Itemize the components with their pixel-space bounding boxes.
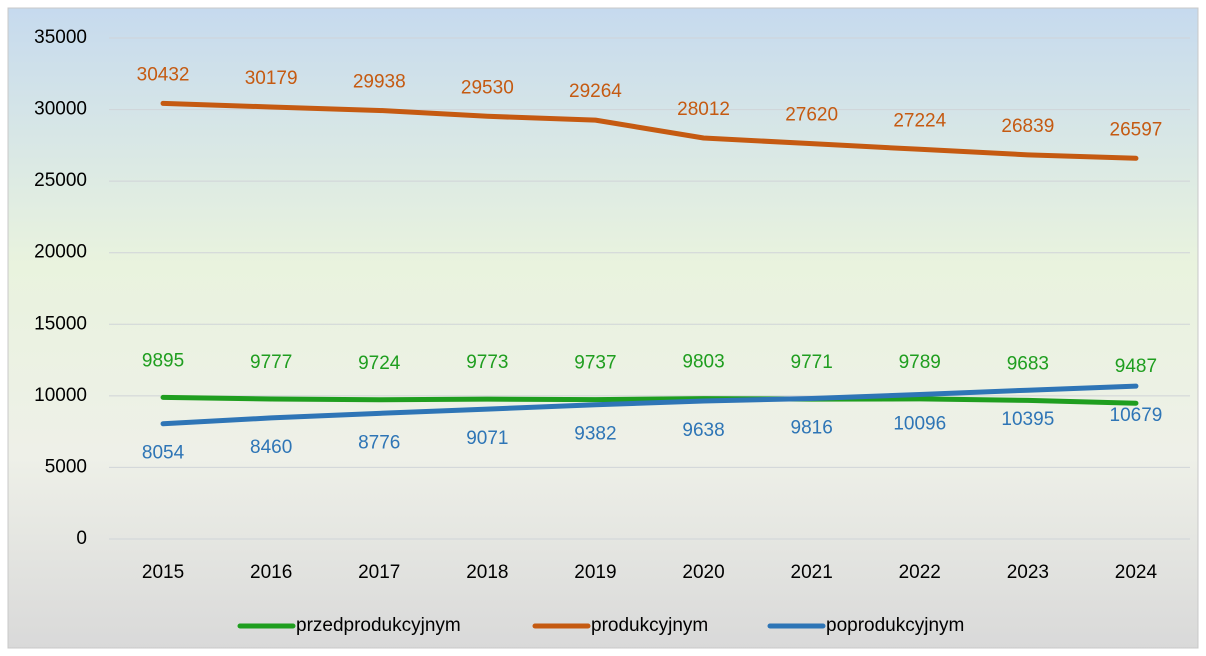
- y-tick-label: 35000: [34, 27, 87, 48]
- data-label: 29938: [353, 71, 406, 92]
- data-label: 9777: [250, 352, 292, 373]
- legend-label: poprodukcyjnym: [826, 615, 964, 636]
- x-tick-label: 2023: [1007, 562, 1049, 583]
- data-label: 27620: [785, 105, 838, 126]
- legend-label: przedprodukcyjnym: [296, 615, 461, 636]
- data-label: 9683: [1007, 353, 1049, 374]
- legend-label: produkcyjnym: [591, 615, 708, 636]
- data-label: 9789: [899, 352, 941, 373]
- data-label: 9638: [682, 420, 724, 441]
- y-tick-label: 0: [76, 528, 87, 549]
- data-label: 9724: [358, 353, 401, 374]
- data-label: 27224: [893, 110, 946, 131]
- data-label: 26597: [1110, 119, 1163, 140]
- y-tick-label: 5000: [45, 456, 87, 477]
- x-tick-label: 2022: [899, 562, 941, 583]
- data-label: 9382: [574, 424, 616, 445]
- data-label: 9771: [791, 352, 833, 373]
- data-label: 10096: [893, 413, 946, 434]
- data-label: 8054: [142, 443, 185, 464]
- data-label: 28012: [677, 99, 730, 120]
- x-tick-label: 2016: [250, 562, 292, 583]
- data-label: 26839: [1001, 116, 1054, 137]
- x-tick-label: 2019: [574, 562, 616, 583]
- x-tick-label: 2020: [682, 562, 724, 583]
- data-label: 9803: [682, 352, 724, 373]
- data-label: 30432: [137, 64, 190, 85]
- data-label: 29264: [569, 81, 622, 102]
- x-tick-label: 2024: [1115, 562, 1158, 583]
- x-tick-label: 2017: [358, 562, 400, 583]
- data-label: 8460: [250, 437, 292, 458]
- data-label: 9816: [791, 418, 833, 439]
- data-label: 9895: [142, 350, 184, 371]
- x-tick-label: 2018: [466, 562, 508, 583]
- y-tick-label: 25000: [34, 170, 87, 191]
- data-label: 30179: [245, 68, 298, 89]
- y-tick-label: 20000: [34, 242, 87, 263]
- data-label: 9487: [1115, 356, 1157, 377]
- data-label: 9071: [466, 428, 508, 449]
- y-tick-label: 15000: [34, 313, 87, 334]
- x-tick-label: 2021: [791, 562, 833, 583]
- chart-background: [7, 7, 1199, 649]
- x-tick-label: 2015: [142, 562, 184, 583]
- data-label: 9773: [466, 352, 508, 373]
- y-tick-label: 10000: [34, 385, 87, 406]
- data-label: 10395: [1001, 409, 1054, 430]
- data-label: 10679: [1110, 405, 1163, 426]
- data-label: 9737: [574, 353, 616, 374]
- data-label: 8776: [358, 432, 400, 453]
- series-line: [160, 394, 1139, 406]
- y-tick-label: 30000: [34, 99, 87, 120]
- series-line: [160, 383, 1139, 427]
- data-label: 29530: [461, 77, 514, 98]
- series-line: [160, 100, 1139, 161]
